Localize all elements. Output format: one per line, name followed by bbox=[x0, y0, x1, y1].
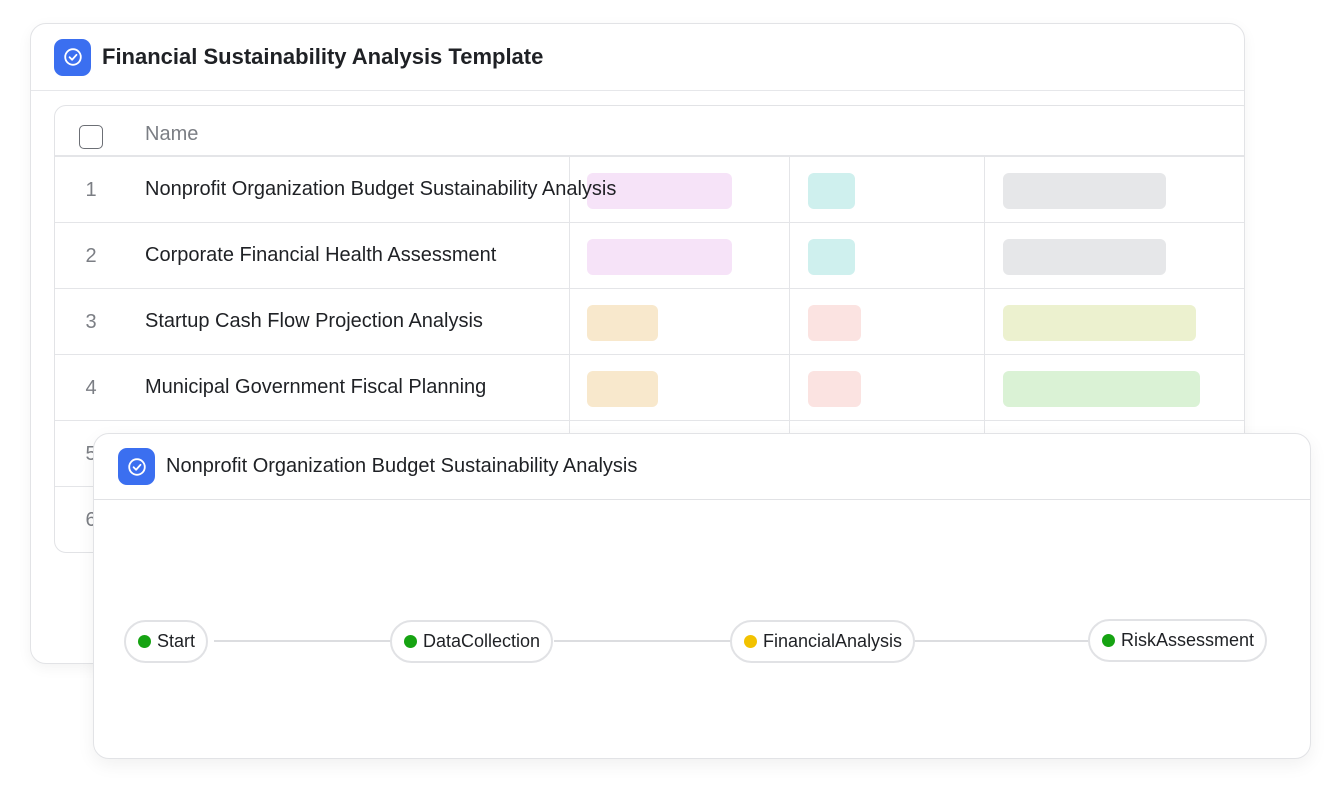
table-row[interactable]: 6 bbox=[55, 487, 1244, 552]
row-name: Corporate Financial Health Assessment bbox=[145, 244, 497, 266]
workflow-node-risk-assessment[interactable]: RiskAssessment bbox=[1088, 619, 1268, 662]
status-dot bbox=[138, 635, 151, 648]
status-dot bbox=[1102, 634, 1115, 647]
row-number: 1 bbox=[85, 179, 97, 201]
tag-pill bbox=[1003, 239, 1166, 275]
check-circle-icon bbox=[118, 448, 155, 485]
status-dot bbox=[404, 635, 417, 648]
detail-title: Nonprofit Organization Budget Sustainabi… bbox=[166, 455, 638, 477]
workflow-connector bbox=[214, 640, 392, 642]
tag-pill bbox=[1003, 305, 1196, 341]
workflow-connector bbox=[554, 640, 732, 642]
node-label: DataCollection bbox=[423, 631, 541, 651]
select-all-checkbox[interactable] bbox=[79, 125, 103, 149]
tag-pill bbox=[587, 239, 732, 275]
detail-card-header: Nonprofit Organization Budget Sustainabi… bbox=[94, 434, 1310, 500]
workflow-connector bbox=[912, 640, 1090, 642]
workflow-node-start[interactable]: Start bbox=[124, 620, 209, 663]
tag-pill bbox=[1003, 371, 1200, 407]
workflow-node-data-collection[interactable]: DataCollection bbox=[390, 620, 554, 663]
row-number: 5 bbox=[85, 443, 97, 465]
table-header: Name bbox=[55, 106, 1244, 157]
workflow-node-financial-analysis[interactable]: FinancialAnalysis bbox=[730, 620, 916, 663]
detail-card: Nonprofit Organization Budget Sustainabi… bbox=[93, 433, 1311, 759]
tag-pill bbox=[587, 173, 732, 209]
table-row[interactable]: 3 Startup Cash Flow Projection Analysis bbox=[55, 289, 1244, 355]
row-name: Nonprofit Organization Budget Sustainabi… bbox=[145, 178, 617, 200]
row-number: 3 bbox=[85, 311, 97, 333]
template-title: Financial Sustainability Analysis Templa… bbox=[102, 44, 544, 69]
node-label: FinancialAnalysis bbox=[763, 631, 903, 651]
tag-pill bbox=[587, 371, 658, 407]
node-label: Start bbox=[157, 631, 196, 651]
name-column-header[interactable]: Name bbox=[145, 123, 199, 145]
check-circle-icon bbox=[54, 38, 91, 76]
row-name: Municipal Government Fiscal Planning bbox=[145, 376, 487, 398]
row-number: 4 bbox=[85, 377, 97, 399]
tag-pill bbox=[808, 305, 861, 341]
table-row[interactable]: 2 Corporate Financial Health Assessment bbox=[55, 223, 1244, 289]
tag-pill bbox=[808, 173, 855, 209]
tag-pill bbox=[808, 371, 861, 407]
row-number: 2 bbox=[85, 245, 97, 267]
table-row[interactable]: 1 Nonprofit Organization Budget Sustaina… bbox=[55, 157, 1244, 223]
row-number: 6 bbox=[85, 509, 97, 531]
tag-pill bbox=[1003, 173, 1166, 209]
template-card-header: Financial Sustainability Analysis Templa… bbox=[31, 24, 1244, 91]
tag-pill bbox=[587, 305, 658, 341]
node-label: RiskAssessment bbox=[1121, 630, 1255, 650]
status-dot bbox=[744, 635, 757, 648]
row-name: Startup Cash Flow Projection Analysis bbox=[145, 310, 483, 332]
table-row[interactable]: 4 Municipal Government Fiscal Planning bbox=[55, 355, 1244, 421]
tag-pill bbox=[808, 239, 855, 275]
